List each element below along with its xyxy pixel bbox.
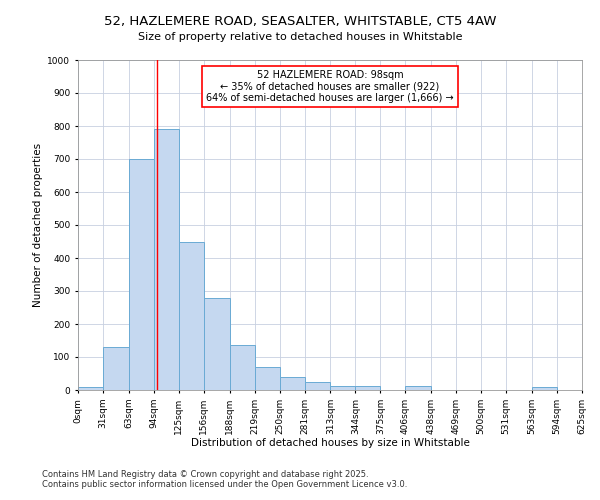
Bar (355, 386, 380, 390)
Text: Contains HM Land Registry data © Crown copyright and database right 2025.
Contai: Contains HM Land Registry data © Crown c… (42, 470, 407, 489)
Bar (280, 377, 305, 390)
Bar (78, 388, 103, 390)
Bar (179, 242, 204, 390)
Bar (532, 388, 557, 390)
X-axis label: Distribution of detached houses by size in Whitstable: Distribution of detached houses by size … (191, 438, 469, 448)
Y-axis label: Number of detached properties: Number of detached properties (33, 143, 43, 307)
Bar (331, 386, 355, 390)
Text: 52, HAZLEMERE ROAD, SEASALTER, WHITSTABLE, CT5 4AW: 52, HAZLEMERE ROAD, SEASALTER, WHITSTABL… (104, 15, 496, 28)
Bar (103, 347, 129, 390)
Text: 52 HAZLEMERE ROAD: 98sqm
← 35% of detached houses are smaller (922)
64% of semi-: 52 HAZLEMERE ROAD: 98sqm ← 35% of detach… (206, 70, 454, 103)
Text: Size of property relative to detached houses in Whitstable: Size of property relative to detached ho… (138, 32, 462, 42)
Bar (154, 130, 179, 390)
Bar (204, 298, 230, 390)
Bar (129, 159, 154, 390)
Bar (305, 382, 331, 390)
Bar (406, 386, 431, 390)
Bar (254, 367, 280, 390)
Bar (230, 346, 254, 390)
